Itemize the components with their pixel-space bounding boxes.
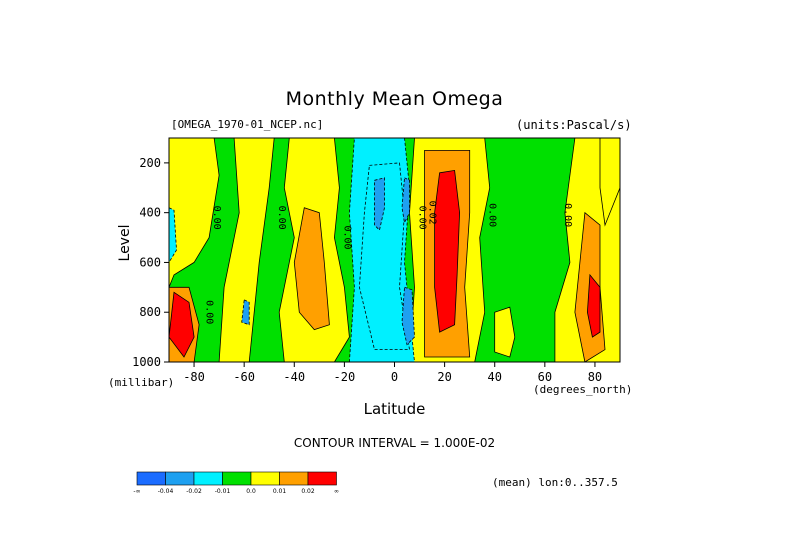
contour-label-3: 0.00	[341, 226, 352, 250]
contour-labels: 0.00 0.000.000.00 0.02 0.00 0.000.00	[204, 201, 573, 325]
y-axis-unit: (millibar)	[108, 376, 175, 389]
colorbar-swatch	[279, 471, 309, 486]
contour-label-4: 0.00	[417, 206, 428, 230]
colorbar-label: -0.02	[186, 488, 202, 495]
contour-region-16	[401, 177, 410, 224]
chart-title: Monthly Mean Omega	[285, 88, 504, 110]
x-tick-label: 0	[391, 370, 398, 384]
colorbar-label: 0.01	[273, 488, 287, 495]
colorbar: -∞ -0.04 -0.02 -0.01 0.0 0.01 0.02 ∞	[133, 471, 339, 495]
y-tick-label: 800	[139, 305, 161, 319]
y-tick-label: 400	[139, 206, 161, 220]
contour-label-2: 0.00	[276, 206, 287, 230]
contour-label-5: 0.02	[427, 201, 438, 225]
colorbar-swatch	[307, 471, 337, 486]
colorbar-label: 0.02	[301, 488, 315, 495]
x-tick-label: -20	[334, 370, 356, 384]
y-tick-label: 200	[139, 156, 161, 170]
contour-region-19	[169, 291, 195, 358]
contour-region-12	[494, 306, 516, 358]
x-tick-label: -60	[233, 370, 255, 384]
contour-region-7	[434, 169, 461, 333]
contour-region-10	[586, 273, 601, 338]
contour-label-1: 0.00	[211, 206, 222, 230]
units-label: (units:Pascal/s)	[516, 118, 632, 132]
colorbar-label: -0.01	[215, 488, 231, 495]
contour-region-17	[401, 286, 415, 346]
contour-label-7: 0.00	[562, 203, 573, 227]
x-axis-ticks: -80 -60 -40 -20 0 20 40 60 80	[183, 362, 602, 384]
colorbar-label: -0.04	[158, 488, 174, 495]
colorbar-swatch	[222, 471, 252, 486]
colorbar-label: ∞	[334, 488, 339, 495]
mean-longitude-note: (mean) lon:0..357.5	[492, 476, 618, 489]
contour-regions	[169, 138, 620, 362]
contour-region-2	[218, 138, 275, 362]
contour-region-14	[358, 162, 410, 351]
contour-label-8: 0.00	[204, 300, 215, 324]
x-tick-label: 40	[487, 370, 501, 384]
y-tick-label: 1000	[132, 355, 161, 369]
y-axis-ticks: 200 400 600 800 1000	[132, 156, 169, 369]
x-tick-label: -80	[183, 370, 205, 384]
contour-region-20	[169, 207, 177, 264]
y-tick-label: 600	[139, 255, 161, 269]
x-tick-label: 80	[588, 370, 602, 384]
colorbar-swatch	[193, 471, 223, 486]
x-axis-label: Latitude	[363, 400, 426, 418]
contour-region-11	[599, 138, 620, 227]
colorbar-label: 0.0	[246, 488, 256, 495]
contour-interval-label: CONTOUR INTERVAL = 1.000E-02	[293, 436, 496, 450]
contour-region-4	[293, 207, 330, 331]
dataset-label: [OMEGA_1970-01_NCEP.nc]	[171, 118, 324, 131]
contour-label-6: 0.00	[487, 203, 498, 227]
x-tick-label: -40	[283, 370, 305, 384]
colorbar-label: -∞	[133, 488, 140, 495]
colorbar-swatch	[136, 471, 166, 486]
x-tick-label: 20	[437, 370, 451, 384]
contour-region-1	[169, 138, 220, 288]
contour-region-15	[374, 177, 385, 231]
colorbar-swatch	[250, 471, 280, 486]
x-axis-unit: (degrees_north)	[533, 383, 633, 396]
x-tick-label: 60	[538, 370, 552, 384]
contour-region-21	[241, 299, 250, 326]
colorbar-swatch	[165, 471, 195, 486]
